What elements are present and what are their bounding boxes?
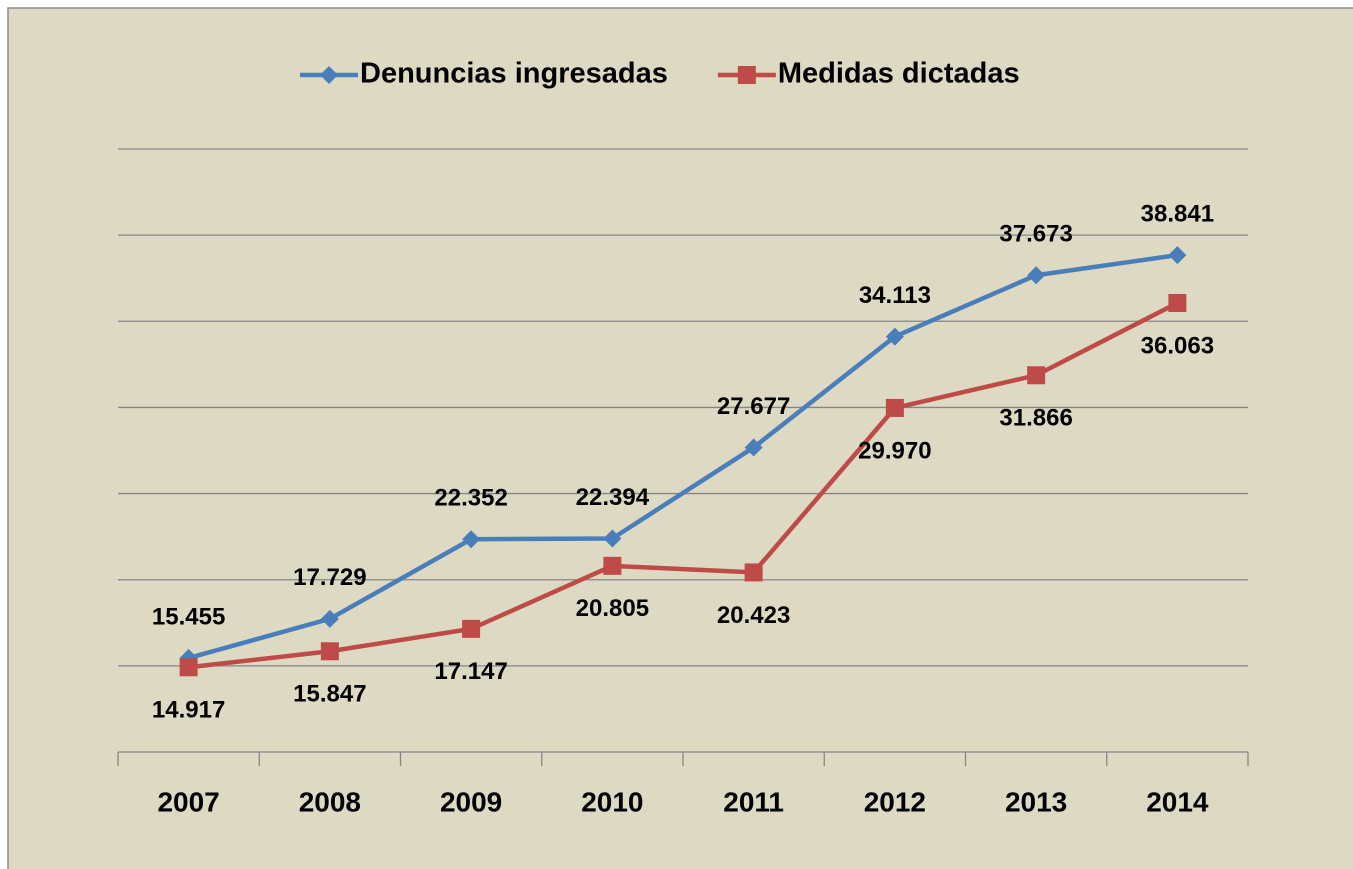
series-line: [188, 252, 1178, 661]
data-label: 37.673: [999, 221, 1072, 248]
data-label: 17.147: [434, 658, 507, 685]
legend-marker: [320, 66, 338, 84]
series-line: [188, 300, 1179, 670]
chart-background: [7, 7, 1353, 869]
marker: [1168, 246, 1187, 265]
data-label: 34.113: [859, 282, 931, 309]
data-label: 22.352: [434, 485, 507, 512]
data-label: 22.394: [576, 484, 650, 511]
data-label: 27.677: [717, 393, 790, 420]
x-tick-label: 2009: [440, 786, 502, 817]
marker: [462, 619, 481, 638]
data-label: 31.866: [999, 405, 1072, 432]
x-tick-label: 2012: [864, 786, 926, 817]
marker: [885, 327, 904, 346]
marker: [1027, 266, 1046, 285]
marker: [603, 529, 622, 548]
legend-marker: [737, 66, 756, 84]
marker: [320, 642, 339, 661]
marker: [885, 398, 904, 417]
marker: [462, 530, 481, 549]
x-tick-label: 2014: [1146, 786, 1209, 817]
data-label: 29.970: [858, 437, 931, 464]
marker: [179, 658, 198, 677]
data-label: 15.455: [152, 603, 225, 630]
marker: [320, 609, 339, 628]
data-label: 20.423: [717, 602, 790, 629]
marker: [744, 563, 763, 582]
legend-label: Medidas dictadas: [778, 58, 1020, 90]
marker: [1168, 293, 1187, 312]
x-tick-label: 2010: [581, 786, 643, 817]
marker: [744, 438, 763, 457]
x-tick-label: 2013: [1005, 786, 1067, 817]
marker: [603, 556, 622, 575]
marker: [1027, 366, 1046, 385]
data-label: 15.847: [293, 681, 366, 708]
data-label: 14.917: [152, 697, 225, 724]
x-tick-label: 2011: [723, 786, 784, 817]
x-tick-label: 2008: [299, 786, 361, 817]
data-label: 38.841: [1141, 200, 1214, 227]
legend-label: Denuncias ingresadas: [360, 58, 668, 90]
x-tick-label: 2007: [157, 786, 219, 817]
data-label: 36.063: [1141, 332, 1214, 359]
data-label: 17.729: [293, 564, 366, 591]
data-label: 20.805: [576, 595, 649, 622]
